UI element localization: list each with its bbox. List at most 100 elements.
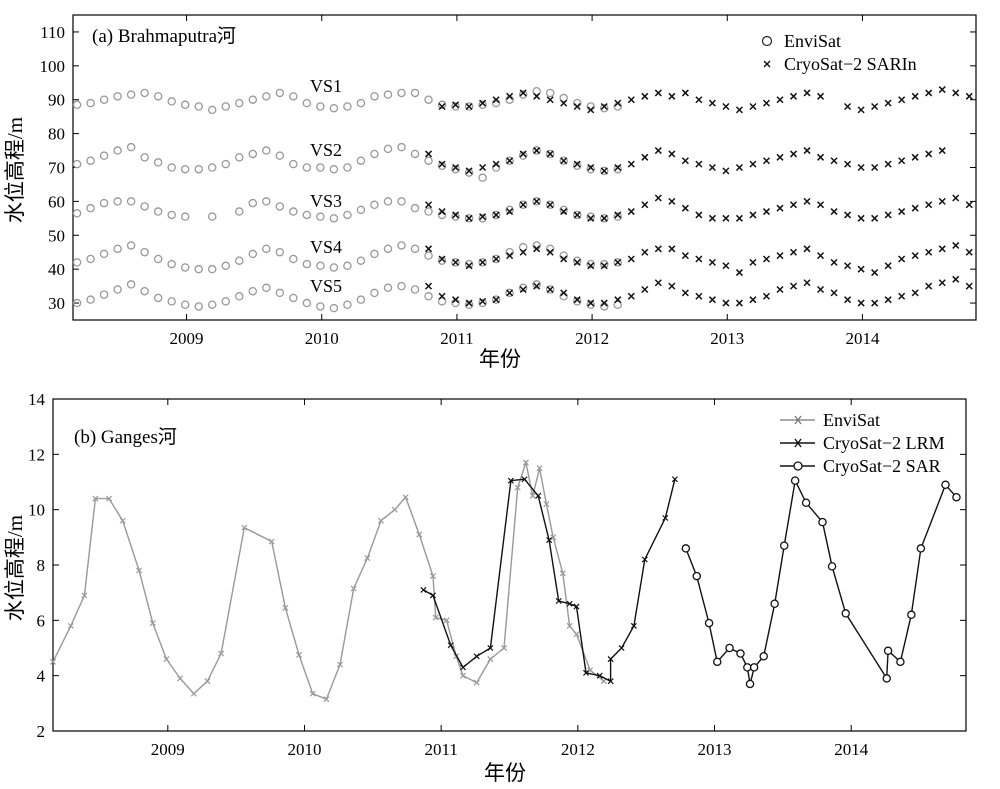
cryosat-sarin-point [965, 201, 973, 209]
cryosat-sarin-point [898, 96, 906, 104]
cryosat-sarin-point [519, 201, 527, 209]
sar-point [801, 498, 811, 507]
envisat-point [600, 678, 607, 685]
envisat-point [329, 303, 339, 313]
cryosat-sarin-point [952, 275, 960, 283]
cryosat-sarin-point [452, 296, 460, 304]
cryosat-sarin-point [654, 245, 662, 253]
envisat-point [505, 156, 514, 165]
y-tick-label-b: 12 [28, 445, 45, 464]
envisat-point [572, 161, 582, 171]
sar-point [736, 649, 745, 658]
envisat-point [437, 256, 447, 265]
envisat-point [207, 212, 217, 221]
envisat-point [190, 690, 197, 697]
envisat-point [113, 244, 122, 254]
envisat-point [323, 696, 330, 703]
envisat-point [86, 254, 95, 264]
envisat-point [343, 210, 352, 220]
cryosat-sarin-point [465, 167, 473, 175]
envisat-point [613, 258, 623, 267]
envisat-point [491, 295, 501, 304]
envisat-point [180, 212, 190, 221]
cryosat-sarin-point [533, 92, 541, 100]
cryosat-sarin-point [857, 214, 865, 222]
envisat-point [545, 149, 555, 159]
envisat-point [248, 198, 258, 208]
cryosat-sarin-point [438, 208, 446, 216]
x-tick-label-b: 2010 [287, 740, 321, 759]
x-tick-label-a: 2009 [170, 329, 204, 348]
cryosat-sarin-point [749, 102, 757, 111]
sar-point [743, 663, 752, 672]
cryosat-sarin-point [925, 201, 933, 209]
cryosat-sarin-point [560, 208, 568, 216]
envisat-point [356, 98, 366, 108]
sar-point [841, 609, 850, 618]
envisat-point [153, 293, 163, 303]
cryosat-sarin-point [735, 163, 743, 172]
lrm-point [596, 672, 603, 679]
station-label-vs2: VS2 [310, 140, 342, 160]
legend-b-envisat-marker [780, 415, 815, 425]
envisat-point [487, 656, 494, 663]
envisat-point [437, 100, 447, 110]
envisat-point [99, 95, 109, 104]
lrm-point [630, 622, 637, 629]
envisat-point [207, 105, 217, 115]
envisat-point [309, 690, 316, 697]
cryosat-sarin-point [762, 99, 771, 107]
sar-point [770, 599, 779, 608]
sar-point [827, 562, 837, 571]
cryosat-sarin-point [911, 252, 919, 260]
cryosat-sarin-point [735, 269, 743, 277]
envisat-point [163, 656, 170, 663]
cryosat-sarin-point [911, 92, 919, 100]
cryosat-sarin-point [695, 255, 703, 263]
envisat-point [167, 97, 176, 106]
envisat-point [207, 300, 217, 309]
envisat-point [302, 298, 312, 308]
envisat-point [289, 207, 298, 216]
lrm-point [546, 537, 553, 544]
cryosat-sarin-point [492, 211, 500, 219]
cryosat-sarin-point [708, 296, 716, 304]
cryosat-sarin-point [506, 92, 514, 100]
cryosat-sarin-point [654, 279, 662, 287]
cryosat-sarin-point [911, 204, 919, 212]
cryosat-sarin-point [654, 194, 662, 202]
cryosat-sarin-point [722, 262, 730, 270]
cryosat-sarin-point [519, 89, 527, 97]
cryosat-sarin-point [735, 299, 743, 307]
cryosat-sarin-point [438, 292, 446, 300]
cryosat-sarin-point [654, 147, 662, 155]
cryosat-sarin-point [925, 282, 933, 290]
cryosat-sarin-point [871, 214, 879, 222]
station-label-vs1: VS1 [310, 76, 342, 96]
cryosat-sarin-point [573, 258, 581, 266]
envisat-point [383, 244, 393, 254]
scatter-marks-a [72, 86, 973, 313]
cryosat-sarin-point [479, 297, 487, 305]
cryosat-sarin-point [627, 208, 635, 216]
cryosat-sarin-point [641, 201, 649, 209]
envisat-point [194, 102, 203, 111]
legend-a-cryosat-marker [763, 60, 771, 68]
envisat-point [86, 295, 95, 304]
y-tick-label-a: 70 [48, 159, 65, 178]
cryosat-sarin-point [722, 214, 730, 222]
envisat-point [119, 517, 126, 524]
envisat-point [302, 163, 312, 172]
cryosat-sarin-point [668, 197, 676, 205]
envisat-point [478, 298, 487, 308]
cryosat-sarin-point [789, 92, 798, 100]
envisat-point [464, 259, 474, 269]
cryosat-sarin-point [938, 147, 946, 155]
cryosat-sarin-point [884, 296, 892, 304]
lrm-point [671, 476, 678, 483]
cryosat-sarin-point [506, 289, 514, 297]
cryosat-sarin-point [830, 258, 838, 266]
panel-b-title: (b) Ganges河 [74, 426, 177, 448]
envisat-point [282, 604, 289, 611]
cryosat-sarin-point [884, 99, 892, 107]
